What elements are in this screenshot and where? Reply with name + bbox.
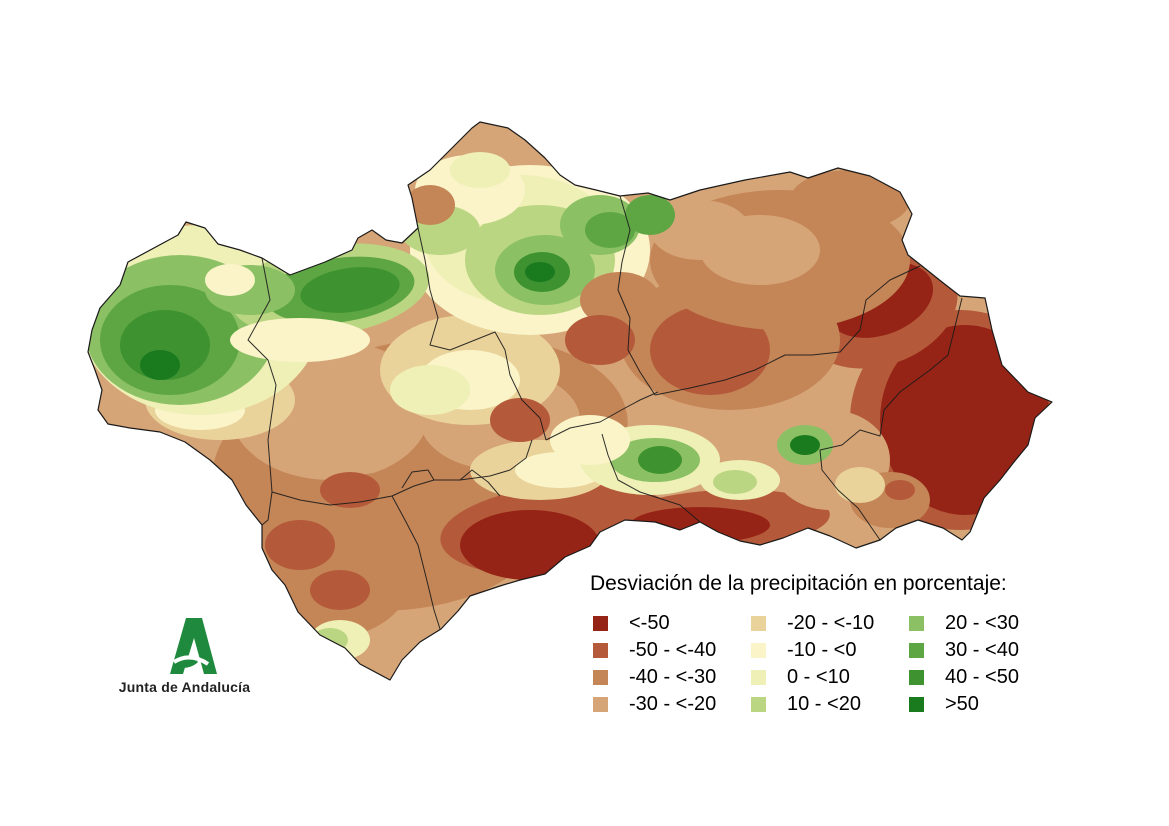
legend-label: <-50	[629, 612, 670, 634]
legend-item: 40 - <50	[909, 664, 1049, 691]
legend-label: -30 - <-20	[629, 693, 717, 715]
legend-label: 40 - <50	[945, 666, 1019, 688]
legend-swatch	[909, 670, 924, 685]
junta-de-andalucia-logo: Junta de Andalucía	[112, 612, 257, 702]
province-boundary	[459, 469, 501, 497]
province-boundary	[601, 433, 701, 523]
legend-label: -40 - <-30	[629, 666, 717, 688]
province-boundary	[247, 257, 277, 493]
legend-label: -10 - <0	[787, 639, 857, 661]
province-boundary	[545, 391, 659, 441]
legend-item: <-50	[593, 610, 751, 637]
legend-swatch	[909, 643, 924, 658]
legend-label: -50 - <-40	[629, 639, 717, 661]
legend-item: -30 - <-20	[593, 691, 751, 718]
legend-swatch	[593, 697, 608, 712]
province-boundary	[617, 195, 656, 396]
legend-swatch	[751, 643, 766, 658]
legend-item: -50 - <-40	[593, 637, 751, 664]
legend-label: 0 - <10	[787, 666, 850, 688]
legend-swatch	[909, 697, 924, 712]
province-boundary	[391, 495, 441, 630]
legend-swatch	[751, 670, 766, 685]
province-boundary	[271, 439, 533, 506]
logo-text: Junta de Andalucía	[118, 679, 251, 695]
legend-label: >50	[945, 693, 979, 715]
province-boundary	[417, 227, 547, 441]
legend-label: 20 - <30	[945, 612, 1019, 634]
legend-title: Desviación de la precipitación en porcen…	[590, 572, 1007, 595]
legend-swatch	[751, 616, 766, 631]
province-boundary	[401, 469, 435, 489]
legend-item: 10 - <20	[751, 691, 909, 718]
legend-item: -40 - <-30	[593, 664, 751, 691]
legend-swatch	[593, 616, 608, 631]
province-boundary	[261, 491, 273, 526]
legend-swatch	[909, 616, 924, 631]
province-boundary	[819, 297, 963, 541]
legend-item: 20 - <30	[909, 610, 1049, 637]
legend-item: >50	[909, 691, 1049, 718]
legend-swatch	[593, 643, 608, 658]
logo-a-mark-icon	[170, 618, 217, 674]
legend-item: -20 - <-10	[751, 610, 909, 637]
legend-item: 30 - <40	[909, 637, 1049, 664]
legend-grid: <-50 -50 - <-40 -40 - <-30 -30 - <-20 -20 - …	[593, 610, 1049, 718]
legend-label: -20 - <-10	[787, 612, 875, 634]
province-boundary	[654, 265, 921, 396]
legend: Desviación de la precipitación en porcen…	[590, 572, 1110, 722]
legend-item: -10 - <0	[751, 637, 909, 664]
legend-swatch	[593, 670, 608, 685]
legend-item: 0 - <10	[751, 664, 909, 691]
legend-label: 30 - <40	[945, 639, 1019, 661]
legend-swatch	[751, 697, 766, 712]
legend-label: 10 - <20	[787, 693, 861, 715]
